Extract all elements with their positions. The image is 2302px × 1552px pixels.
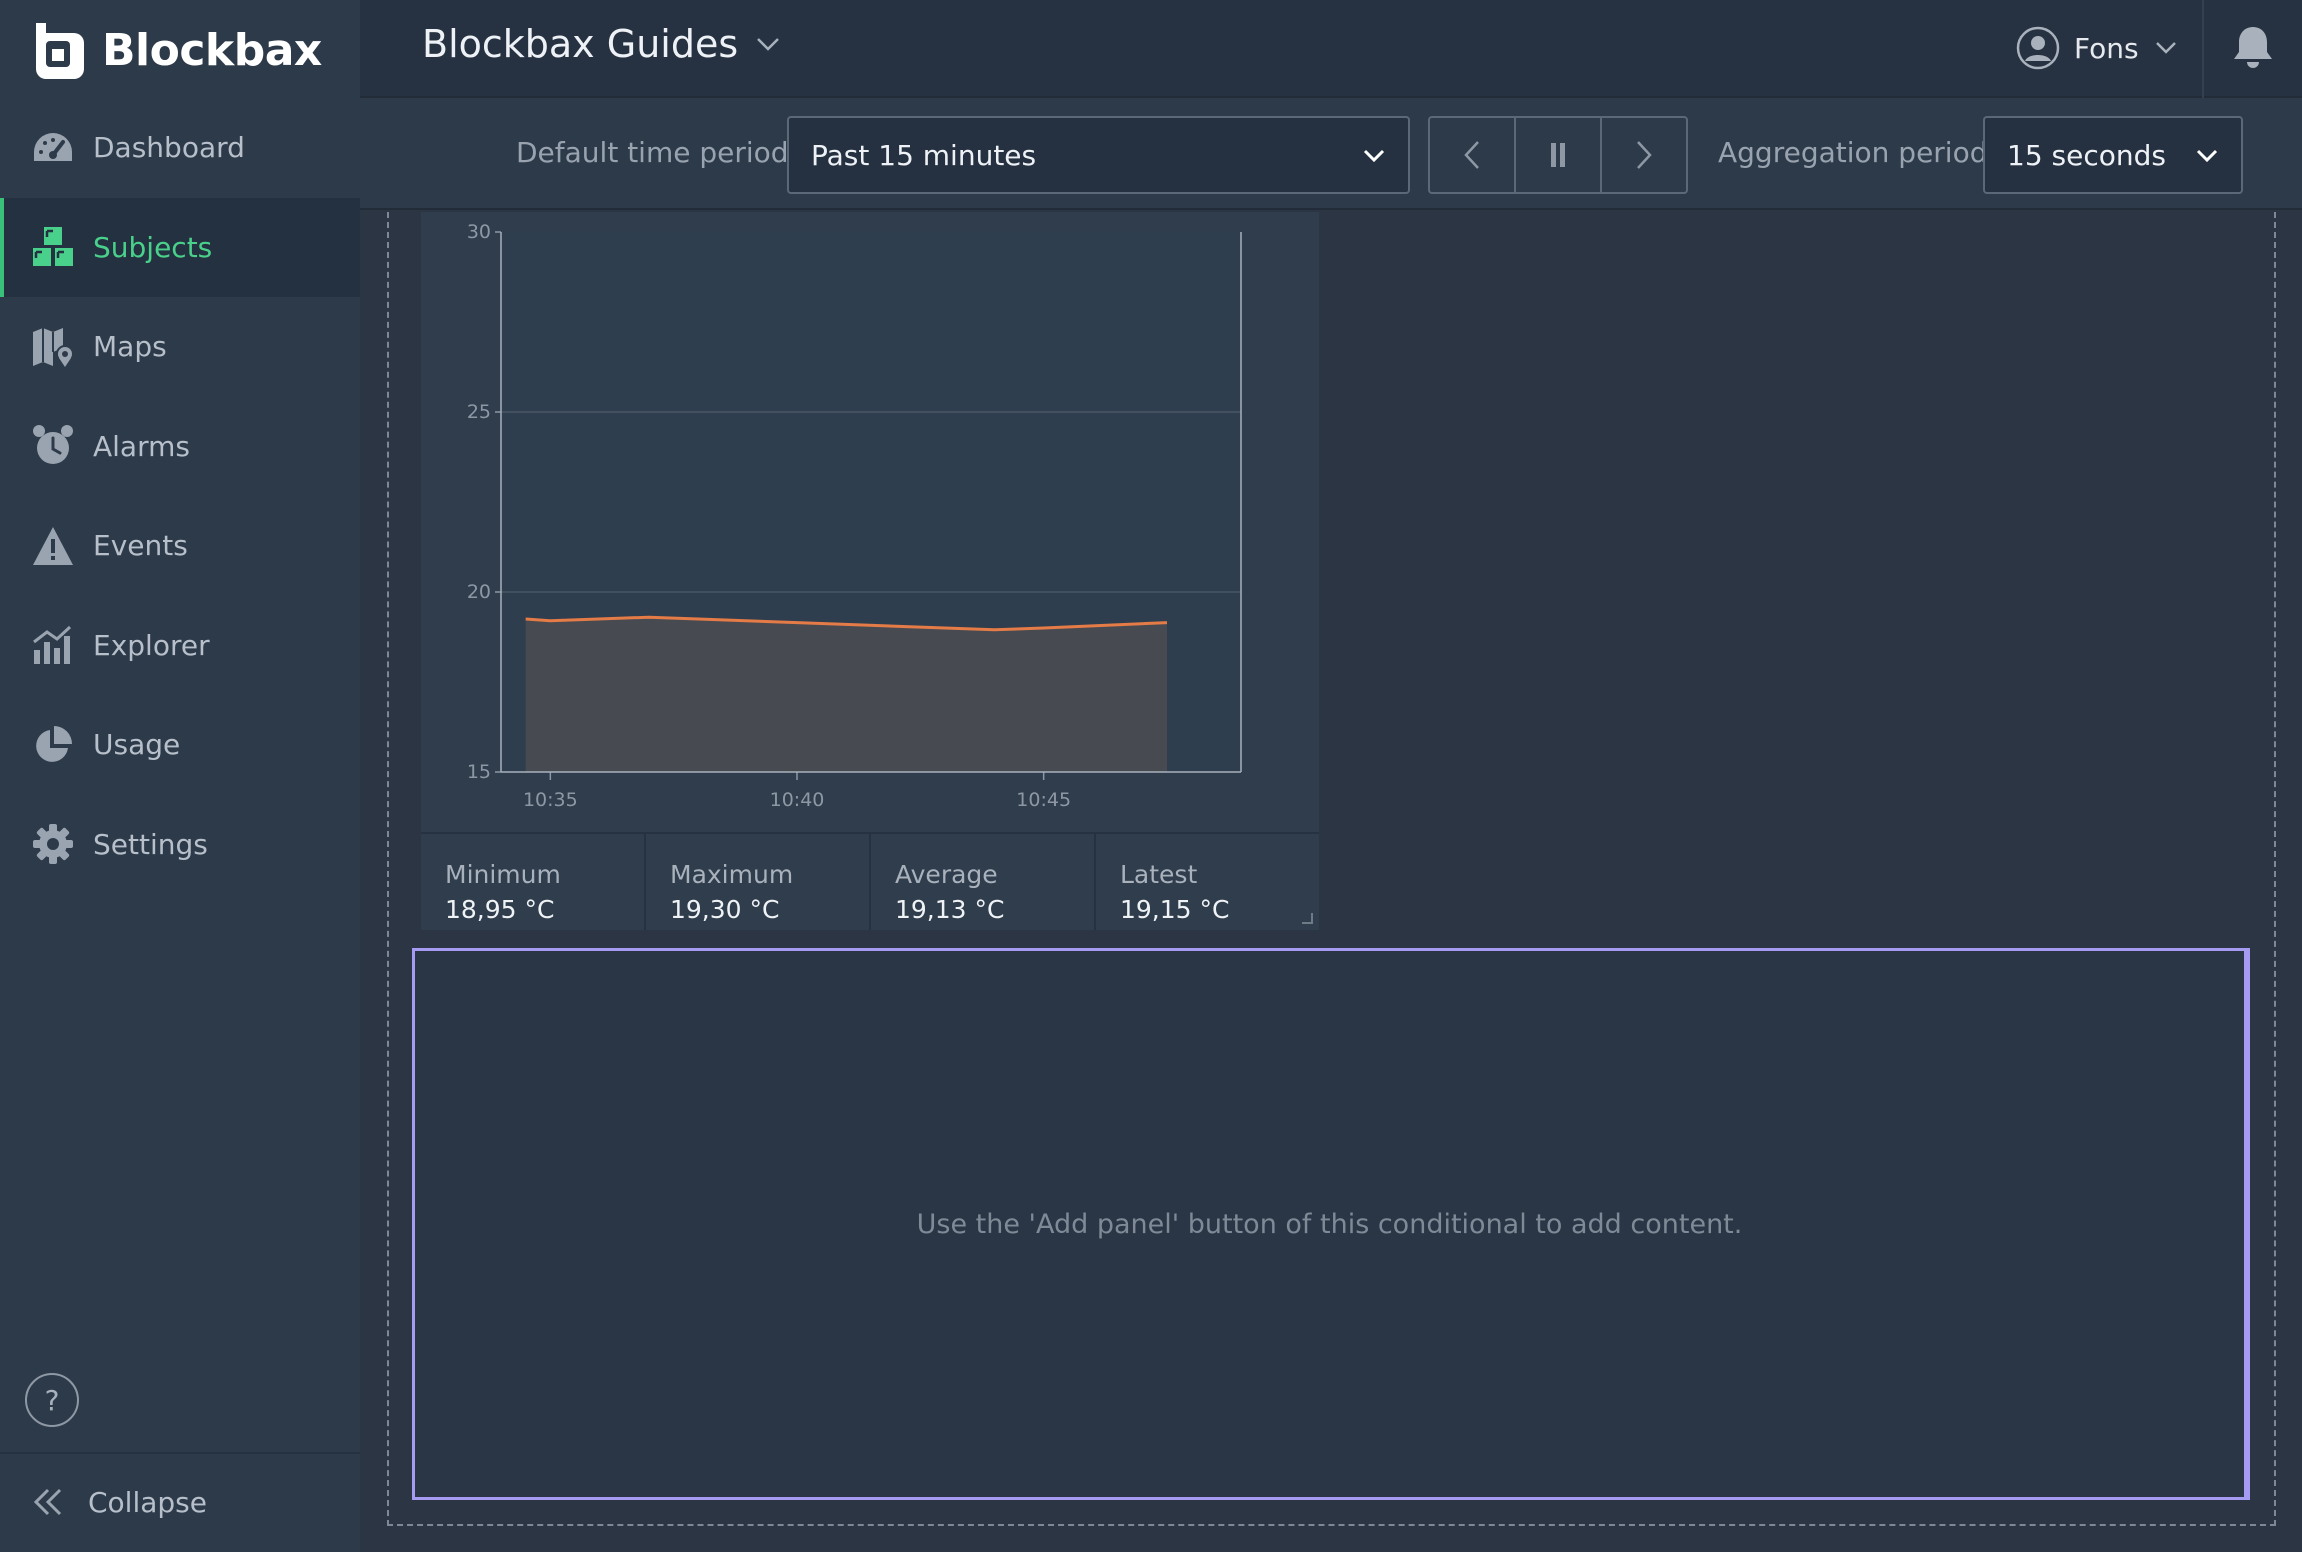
warning-triangle-icon	[32, 525, 74, 567]
aggregation-label: Aggregation period:	[1718, 136, 1997, 169]
stat-average: Average 19,13 °C	[869, 834, 1094, 930]
aggregation-select[interactable]: 15 seconds	[1983, 116, 2243, 194]
chevron-right-icon	[1637, 141, 1652, 169]
alarm-clock-icon	[32, 425, 74, 467]
sidebar-item-label: Dashboard	[93, 131, 245, 165]
double-chevron-left-icon	[33, 1488, 62, 1516]
sidebar-item-label: Settings	[93, 827, 208, 861]
next-period-button[interactable]	[1600, 118, 1686, 192]
conditional-panel[interactable]: Use the 'Add panel' button of this condi…	[412, 948, 2250, 1500]
help-button[interactable]: ?	[25, 1373, 79, 1427]
chart-panel[interactable]: 15 20 25 30 10:35 10:40 10:45 Minimum 18,95 °C…	[421, 212, 1319, 930]
stat-value: 19,30 °C	[670, 895, 780, 924]
sidebar-item-label: Explorer	[93, 628, 210, 662]
sidebar-item-subjects[interactable]: Subjects	[0, 197, 360, 297]
dashboard-gauge-icon	[32, 127, 74, 169]
user-menu[interactable]: Fons	[2016, 24, 2177, 72]
pie-chart-icon	[32, 724, 74, 766]
project-title: Blockbax Guides	[422, 22, 739, 66]
sidebar-item-label: Maps	[93, 330, 167, 364]
conditional-empty-message: Use the 'Add panel' button of this condi…	[916, 1209, 1743, 1240]
chevron-down-icon	[2196, 149, 2218, 163]
chevron-left-icon	[1464, 141, 1479, 169]
temperature-chart: 15 20 25 30 10:35 10:40 10:45	[467, 221, 1242, 811]
collapse-button[interactable]: Collapse	[32, 1480, 207, 1524]
x-tick-label: 10:45	[1016, 789, 1071, 811]
sidebar: Blockbax Dashboard Subjects Maps Alarms	[0, 0, 360, 1552]
x-tick-label: 10:35	[523, 789, 578, 811]
stat-label: Average	[895, 860, 998, 889]
stat-value: 19,15 °C	[1120, 895, 1230, 924]
series-line	[525, 615, 1168, 632]
sidebar-item-label: Alarms	[93, 429, 190, 463]
dashboard-toolbar: Default time period: Past 15 minutes Agg…	[360, 98, 2302, 210]
x-tick-label: 10:40	[770, 789, 825, 811]
chevron-down-icon	[2155, 42, 2176, 54]
brand-logo[interactable]: Blockbax	[32, 20, 322, 80]
stat-value: 19,13 °C	[895, 895, 1005, 924]
y-tick-label: 15	[467, 761, 491, 783]
sidebar-nav: Dashboard Subjects Maps Alarms Events	[0, 98, 360, 894]
time-period-value: Past 15 minutes	[811, 138, 1037, 172]
chevron-down-icon	[757, 38, 780, 51]
stats-row: Minimum 18,95 °C Maximum 19,30 °C Averag…	[421, 832, 1319, 930]
sidebar-item-explorer[interactable]: Explorer	[0, 596, 360, 696]
time-period-select[interactable]: Past 15 minutes	[787, 116, 1410, 194]
user-avatar-icon	[2016, 26, 2060, 70]
user-name: Fons	[2074, 31, 2139, 65]
notifications-button[interactable]	[2230, 24, 2276, 74]
top-bar: Blockbax Guides Fons	[360, 0, 2302, 98]
area-fill	[525, 617, 1167, 772]
chevron-down-icon	[1363, 149, 1385, 163]
stat-minimum: Minimum 18,95 °C	[421, 834, 644, 930]
y-tick-label: 20	[467, 581, 491, 603]
divider	[2202, 0, 2204, 98]
sidebar-item-dashboard[interactable]: Dashboard	[0, 98, 360, 198]
resize-handle-icon[interactable]	[1301, 912, 1313, 924]
aggregation-value: 15 seconds	[2007, 138, 2166, 172]
bell-icon	[2234, 27, 2272, 68]
sidebar-item-alarms[interactable]: Alarms	[0, 397, 360, 497]
y-tick-label: 30	[467, 221, 491, 243]
sidebar-item-settings[interactable]: Settings	[0, 795, 360, 895]
gear-icon	[32, 823, 74, 865]
subjects-blocks-icon	[32, 226, 74, 268]
sidebar-item-usage[interactable]: Usage	[0, 695, 360, 795]
sidebar-item-label: Usage	[93, 728, 181, 762]
dashboard-canvas	[387, 212, 2276, 1526]
stat-label: Minimum	[445, 860, 561, 889]
sidebar-item-maps[interactable]: Maps	[0, 297, 360, 397]
time-period-label: Default time period:	[516, 136, 798, 169]
project-selector[interactable]: Blockbax Guides	[422, 22, 780, 66]
time-navigation-group	[1428, 116, 1688, 194]
pause-button[interactable]	[1514, 118, 1600, 192]
bar-chart-trend-icon	[32, 624, 74, 666]
pause-icon	[1551, 143, 1565, 167]
sidebar-item-events[interactable]: Events	[0, 496, 360, 596]
stat-label: Maximum	[670, 860, 794, 889]
divider	[0, 1452, 360, 1454]
stat-label: Latest	[1120, 860, 1198, 889]
brand-name: Blockbax	[102, 24, 322, 76]
map-pin-icon	[32, 326, 74, 368]
sidebar-item-label: Subjects	[93, 230, 213, 264]
sidebar-item-label: Events	[93, 529, 188, 563]
stat-latest: Latest 19,15 °C	[1094, 834, 1319, 930]
blockbax-logo-icon	[36, 23, 84, 79]
stat-maximum: Maximum 19,30 °C	[644, 834, 869, 930]
y-tick-label: 25	[467, 401, 491, 423]
previous-period-button[interactable]	[1430, 118, 1514, 192]
collapse-label: Collapse	[88, 1485, 207, 1519]
stat-value: 18,95 °C	[445, 895, 555, 924]
